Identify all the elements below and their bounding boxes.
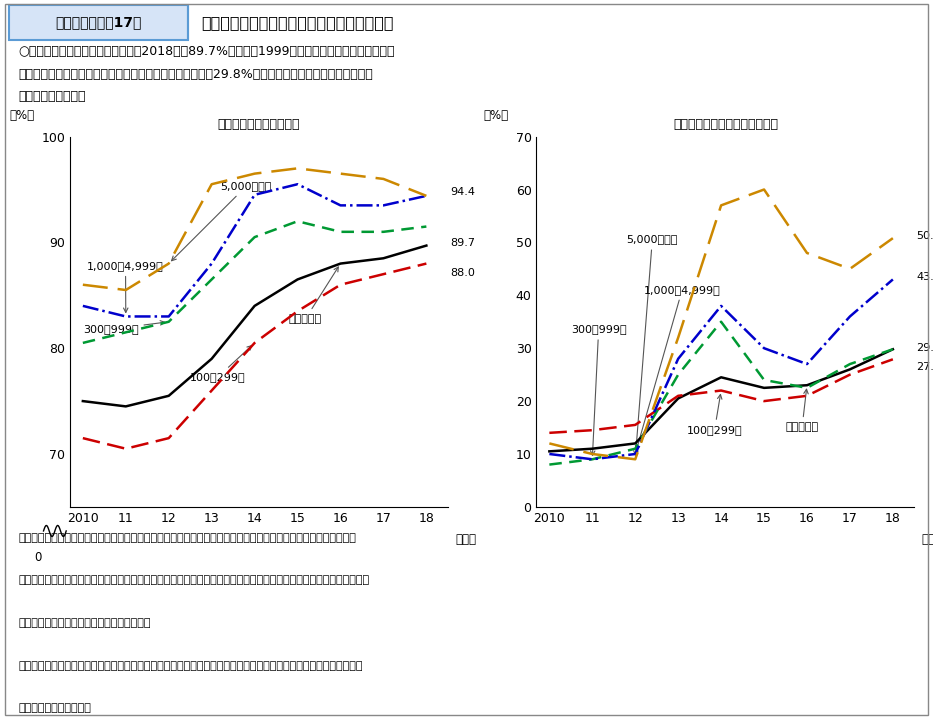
- Text: 300～999人: 300～999人: [83, 321, 165, 334]
- Text: ○　賃上げを実施する企業の割合は2018年は89.7%となり、1999年の調査開始以来、過去最高の: ○ 賃上げを実施する企業の割合は2018年は89.7%となり、1999年の調査開…: [19, 45, 395, 58]
- Title: ベースアップを行う企業の割合: ベースアップを行う企業の割合: [673, 119, 778, 132]
- Text: 0: 0: [35, 551, 42, 564]
- Text: 5,000人以上: 5,000人以上: [627, 234, 678, 455]
- Text: 示している。: 示している。: [19, 703, 91, 713]
- Text: 300～999人: 300～999人: [571, 324, 626, 455]
- Text: ２）右図は、定期昇給制度がある企業のうちベースアップを行った、又は行う予定と回答した企業の割合を: ２）右図は、定期昇給制度がある企業のうちベースアップを行った、又は行う予定と回答…: [19, 661, 363, 671]
- Bar: [9, 5, 188, 40]
- Text: （%）: （%）: [9, 109, 35, 122]
- Text: （年）: （年）: [922, 533, 933, 546]
- Text: （年）: （年）: [455, 533, 477, 546]
- Text: 企業規模計: 企業規模計: [289, 267, 339, 324]
- Text: 100～299人: 100～299人: [687, 395, 743, 435]
- Title: 賃上げを行う企業の割合: 賃上げを行う企業の割合: [217, 119, 300, 132]
- Text: 100～299人: 100～299人: [190, 346, 252, 382]
- Text: 一人当たり平均賃金を引き上げる企業の割合: 一人当たり平均賃金を引き上げる企業の割合: [202, 15, 394, 29]
- Text: 水準を更新している。ベースアップを行う企業の割合は29.8%となっており、実施割合は２年連続: 水準を更新している。ベースアップを行う企業の割合は29.8%となっており、実施割…: [19, 68, 373, 81]
- Text: 43.0: 43.0: [916, 272, 933, 282]
- Text: 第１－（３）－17図: 第１－（３）－17図: [55, 15, 142, 29]
- Text: （%）: （%）: [483, 109, 508, 122]
- Text: 資料出所　厚生労働省「賃金引上げ等の実態に関する調査」をもとに厚生労働省政策統括官付政策統括室にて作成: 資料出所 厚生労働省「賃金引上げ等の実態に関する調査」をもとに厚生労働省政策統括…: [19, 533, 356, 543]
- Text: 企業規模計: 企業規模計: [786, 389, 818, 432]
- Text: 27.9: 27.9: [916, 362, 933, 372]
- Text: 1,000～4,999人: 1,000～4,999人: [87, 261, 164, 313]
- Text: 89.7: 89.7: [450, 239, 475, 249]
- Text: 50.8: 50.8: [916, 231, 933, 241]
- Text: 94.4: 94.4: [450, 187, 475, 196]
- Text: 88.0: 88.0: [450, 268, 475, 278]
- Text: で上昇している。: で上昇している。: [19, 91, 86, 104]
- Text: 答した企業の割合を示している。: 答した企業の割合を示している。: [19, 618, 151, 628]
- Text: （注）　１）左図は、調査時点（各年８月）において、年内に１人当たり平均賃金を引上げた、又は引上げる予定と回: （注） １）左図は、調査時点（各年８月）において、年内に１人当たり平均賃金を引上…: [19, 575, 369, 585]
- Text: 5,000人以上: 5,000人以上: [172, 181, 272, 261]
- Text: 1,000～4,999人: 1,000～4,999人: [635, 285, 720, 450]
- Text: 29.8: 29.8: [916, 343, 933, 353]
